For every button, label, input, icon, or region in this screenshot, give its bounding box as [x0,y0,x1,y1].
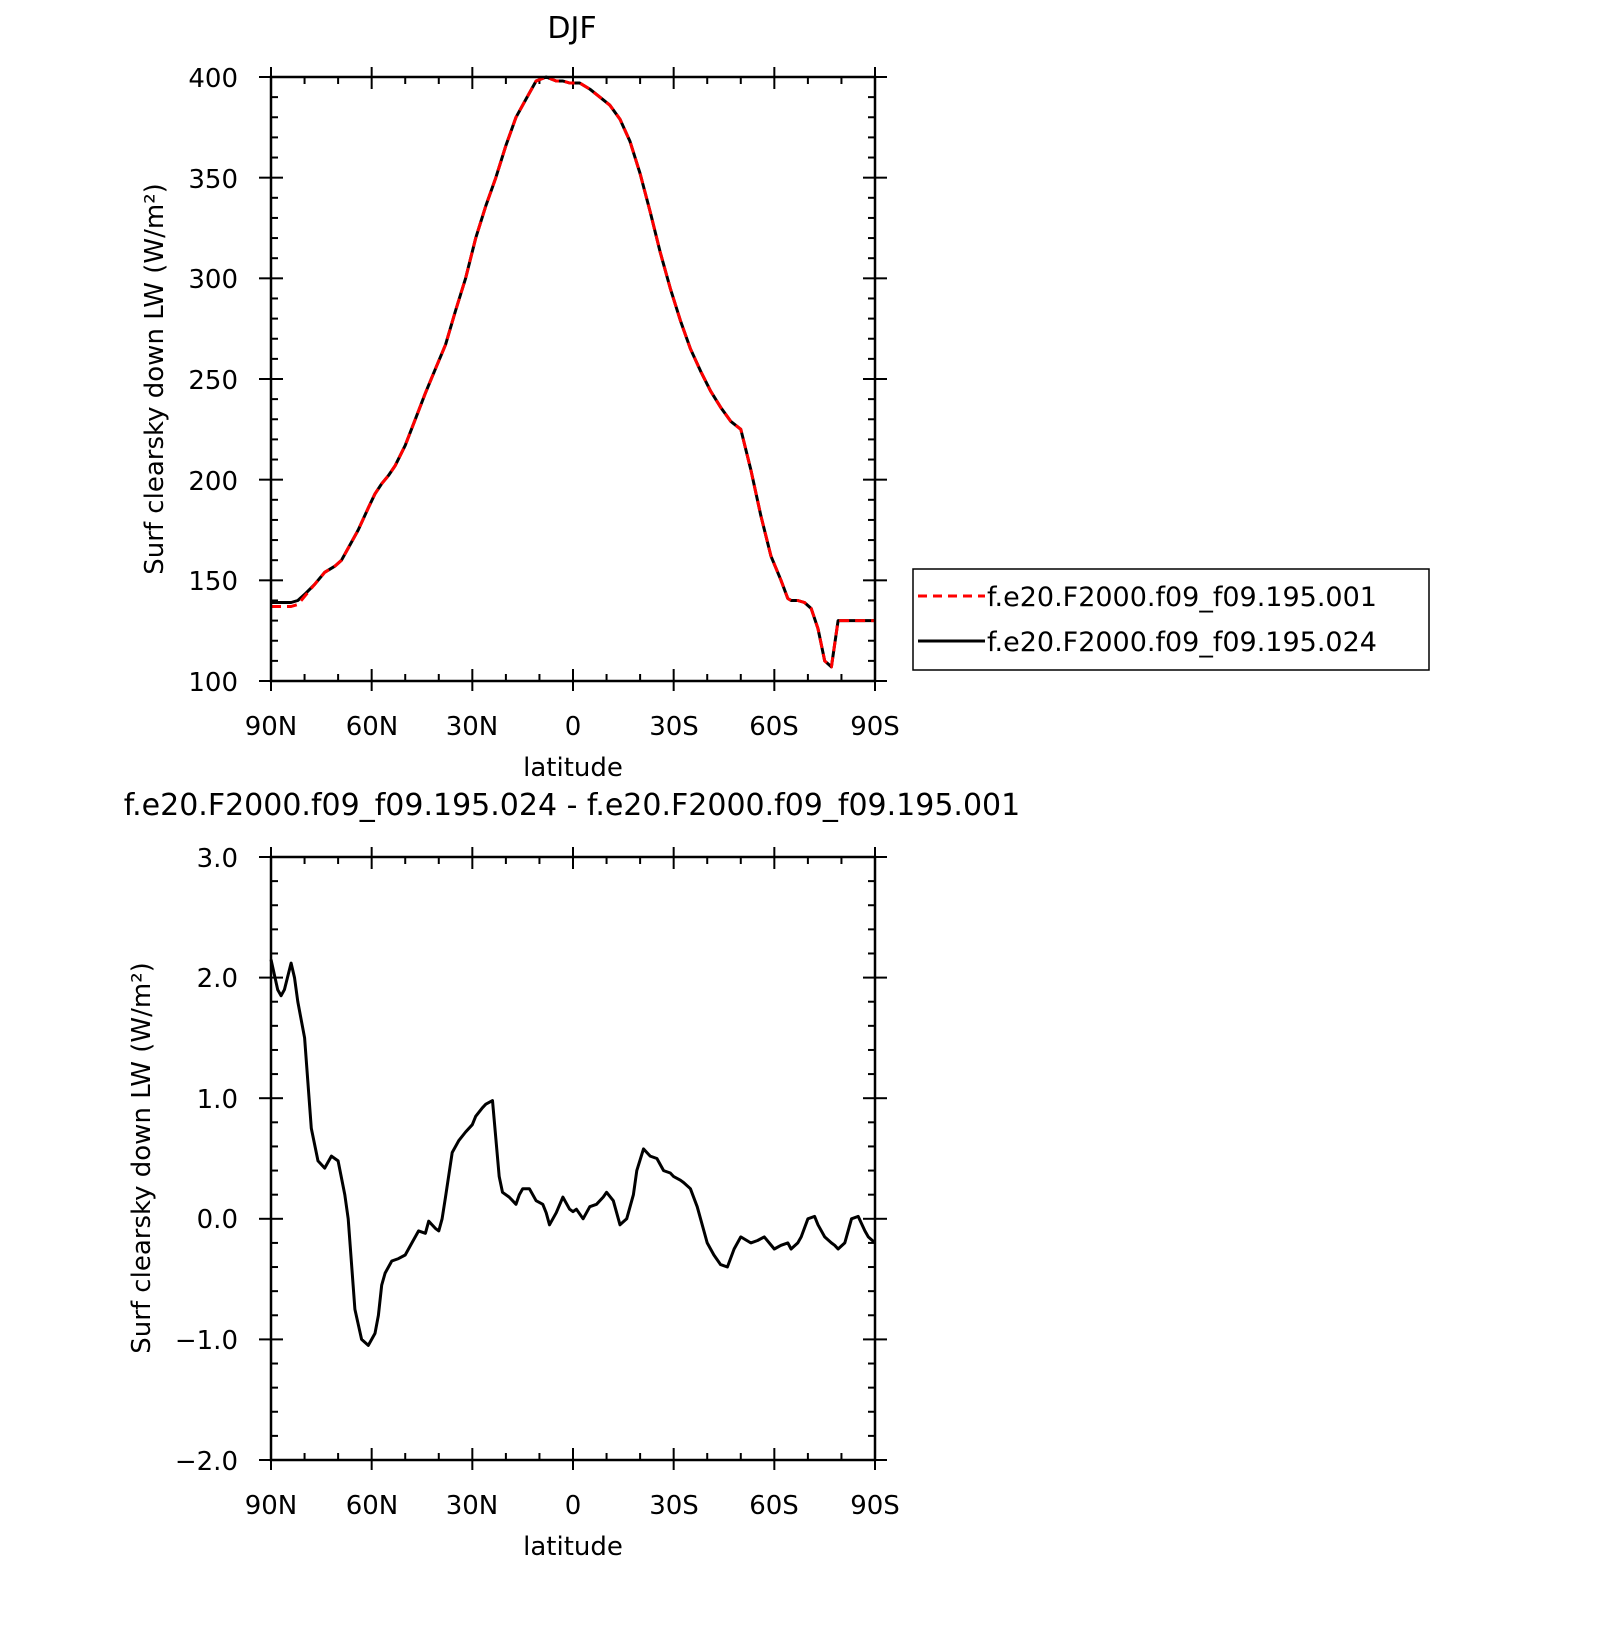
y-tick-label: 2.0 [197,964,238,994]
top-y-axis-label: Surf clearsky down LW (W/m²) [140,183,170,575]
y-tick-label: 1.0 [197,1085,238,1115]
y-tick-label: 150 [188,567,238,597]
top-axis-ticks [259,67,887,691]
panel-top: DJF 100 150 200 250 300 350 400 90N 60N … [140,11,1430,783]
y-tick-label: 250 [188,366,238,396]
series-line-black [269,959,877,1347]
x-tick-label: 30S [649,712,699,742]
top-x-tick-labels: 90N 60N 30N 0 30S 60S 90S [245,712,900,742]
x-tick-label: 60N [346,1491,399,1521]
x-tick-label: 60S [749,1491,799,1521]
bottom-chart-title: f.e20.F2000.f09_f09.195.024 - f.e20.F200… [124,788,1020,823]
y-tick-label: −1.0 [175,1326,238,1356]
bottom-y-axis-label: Surf clearsky down LW (W/m²) [127,962,157,1354]
bottom-axis-ticks [259,847,887,1470]
bottom-y-tick-labels: −2.0 −1.0 0.0 1.0 2.0 3.0 [175,844,238,1477]
series-line-red-dashed [271,75,875,669]
legend: f.e20.F2000.f09_f09.195.001 f.e20.F2000.… [912,568,1430,671]
top-y-tick-labels: 100 150 200 250 300 350 400 [188,64,238,698]
y-tick-label: 3.0 [197,844,238,874]
bottom-x-tick-labels: 90N 60N 30N 0 30S 60S 90S [245,1491,900,1521]
bottom-x-axis-label: latitude [523,1532,623,1562]
x-tick-label: 90S [850,712,900,742]
x-tick-label: 60N [346,712,399,742]
top-plot-frame [269,75,877,683]
y-tick-label: 100 [188,668,238,698]
y-tick-label: 400 [188,64,238,94]
y-tick-label: 350 [188,165,238,195]
x-tick-label: 30N [446,1491,499,1521]
legend-label: f.e20.F2000.f09_f09.195.024 [987,627,1377,658]
panel-bottom: f.e20.F2000.f09_f09.195.024 - f.e20.F200… [124,788,1020,1562]
bottom-plot-frame [269,855,877,1462]
top-chart-title: DJF [547,11,596,46]
bottom-series-lines [269,959,877,1347]
x-tick-label: 0 [565,712,582,742]
top-x-axis-label: latitude [523,753,623,783]
y-tick-label: 0.0 [197,1205,238,1235]
series-line-black [271,75,875,669]
y-tick-label: −2.0 [175,1447,238,1477]
x-tick-label: 90S [850,1491,900,1521]
y-tick-label: 300 [188,265,238,295]
legend-box [912,568,1430,671]
x-tick-label: 0 [565,1491,582,1521]
x-tick-label: 30S [649,1491,699,1521]
x-tick-label: 60S [749,712,799,742]
top-series-lines [271,75,875,669]
y-tick-label: 200 [188,467,238,497]
legend-label: f.e20.F2000.f09_f09.195.001 [987,582,1377,613]
x-tick-label: 90N [245,1491,298,1521]
x-tick-label: 30N [446,712,499,742]
x-tick-label: 90N [245,712,298,742]
